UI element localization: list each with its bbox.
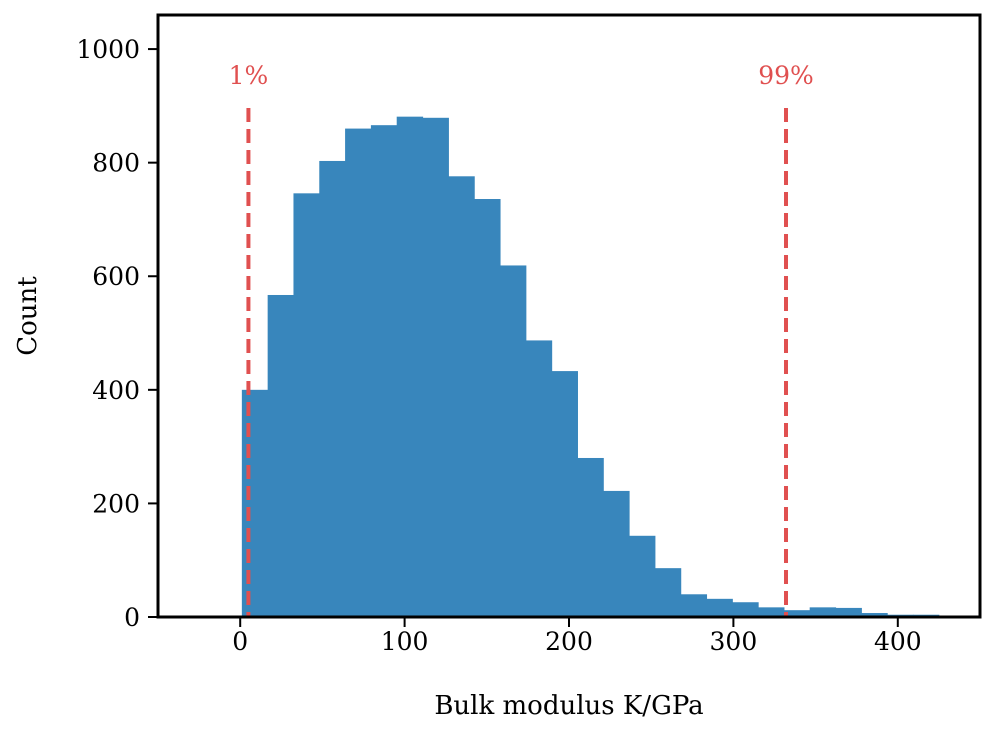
histogram-bar <box>783 610 811 617</box>
y-tick-label: 0 <box>124 603 140 632</box>
percentile-label: 99% <box>758 61 814 90</box>
x-tick-label: 200 <box>545 627 593 656</box>
histogram-bar <box>370 125 398 617</box>
y-tick-label: 800 <box>92 149 140 178</box>
x-axis-ticks: 0 100 200 300 400 <box>232 617 922 656</box>
histogram-bar <box>551 371 578 617</box>
histogram-bar <box>809 607 837 617</box>
y-tick-label: 200 <box>92 489 140 518</box>
y-axis-label-text: Count <box>13 276 43 356</box>
histogram-bar <box>525 340 553 617</box>
y-tick-label: 1000 <box>76 35 140 64</box>
histogram-bar <box>345 128 372 617</box>
histogram-bars <box>241 116 940 617</box>
histogram-bar <box>293 193 320 617</box>
histogram-bar <box>474 199 501 617</box>
histogram-bar <box>861 613 888 617</box>
histogram-bar <box>732 602 759 617</box>
histogram-bar <box>706 598 733 617</box>
y-tick-label: 600 <box>92 262 140 291</box>
histogram-bar <box>499 265 527 617</box>
histogram-bar <box>267 294 295 617</box>
percentile-lines: 1% 99% <box>229 61 814 617</box>
histogram-bar <box>422 117 449 617</box>
histogram-bar <box>396 116 424 617</box>
histogram-bar <box>629 535 656 617</box>
histogram-bar <box>835 607 862 617</box>
histogram-bar <box>680 594 708 617</box>
histogram-bar <box>319 160 346 617</box>
x-tick-label: 300 <box>710 627 758 656</box>
x-tick-label: 400 <box>874 627 922 656</box>
percentile-label: 1% <box>229 61 269 90</box>
histogram-bar <box>241 389 269 617</box>
y-tick-label: 400 <box>92 376 140 405</box>
x-tick-label: 0 <box>232 627 248 656</box>
y-axis-label: Count <box>13 276 43 356</box>
histogram-bar <box>654 568 682 617</box>
histogram-bar <box>758 607 785 617</box>
x-axis-label: Bulk modulus K/GPa <box>434 691 703 721</box>
histogram-bar <box>577 457 604 617</box>
y-axis-ticks: 0 200 400 600 800 1000 <box>76 35 158 632</box>
histogram-bar <box>448 176 475 617</box>
histogram-bar <box>603 490 630 617</box>
x-tick-label: 100 <box>381 627 429 656</box>
x-axis-label-text: Bulk modulus K/GPa <box>434 691 703 721</box>
